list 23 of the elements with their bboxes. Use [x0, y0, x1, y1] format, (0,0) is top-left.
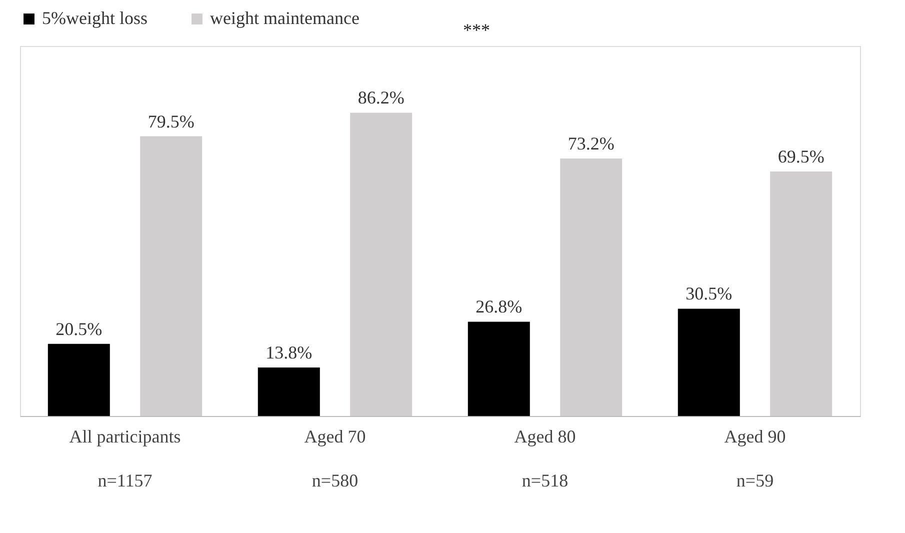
data-label: 73.2%	[568, 133, 614, 154]
data-label: 13.8%	[266, 342, 312, 362]
category-label: Aged 80 n=518	[514, 426, 576, 490]
bar	[770, 171, 832, 416]
data-label: 30.5%	[686, 284, 732, 304]
data-label: 26.8%	[476, 296, 522, 317]
bar	[140, 136, 202, 416]
data-label: 69.5%	[778, 146, 824, 166]
category-label: Aged 70 n=580	[304, 426, 366, 490]
bar	[468, 322, 530, 416]
category-label: Aged 90 n=59	[724, 426, 786, 490]
bar	[48, 344, 110, 416]
bar	[350, 112, 412, 416]
data-label: 20.5%	[56, 318, 102, 339]
data-label: 86.2%	[358, 88, 404, 108]
category-label: All participants n=1157	[69, 426, 181, 490]
legend-label: weight maintemance	[210, 8, 360, 28]
bar	[678, 308, 740, 416]
legend-label: 5%weight loss	[42, 8, 148, 28]
text: ***	[463, 20, 490, 40]
data-label: 79.5%	[148, 111, 194, 132]
bar	[560, 158, 622, 416]
bar	[258, 367, 320, 416]
